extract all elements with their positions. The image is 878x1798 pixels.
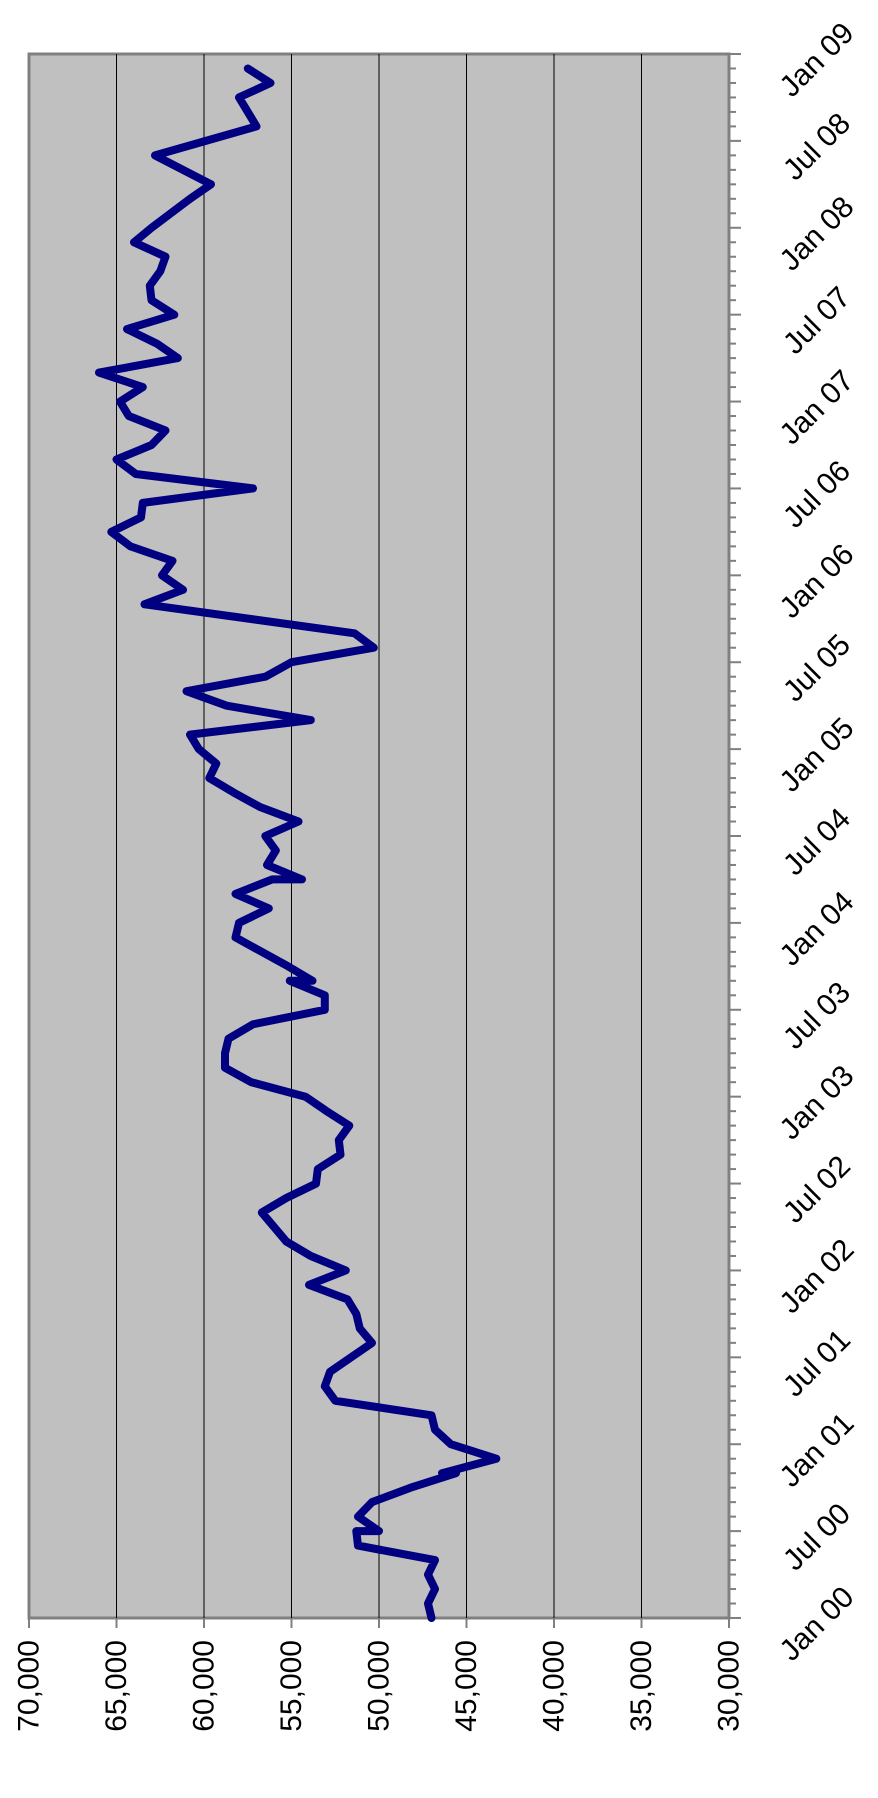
- series-line: [95, 64, 501, 1622]
- time-tick-label: Jan 06: [773, 538, 860, 625]
- value-tick-label: 65,000: [100, 1640, 133, 1732]
- time-tick-label: Jan 00: [773, 1580, 860, 1667]
- time-tick-label: Jul 00: [777, 1497, 857, 1577]
- time-tick-label: Jan 02: [773, 1233, 860, 1320]
- value-tick-label: 40,000: [538, 1640, 571, 1732]
- time-tick-label: Jan 03: [773, 1059, 860, 1146]
- value-tick-label: 70,000: [13, 1640, 46, 1732]
- time-tick-label: Jul 04: [777, 802, 857, 882]
- time-tick-label: Jan 09: [773, 16, 860, 103]
- series-line-layer: [95, 64, 501, 1622]
- time-tick-label: Jan 01: [773, 1407, 860, 1494]
- time-tick-label: Jan 04: [773, 885, 860, 972]
- time-tick-label: Jul 05: [777, 628, 857, 708]
- time-tick-label: Jul 01: [777, 1323, 857, 1403]
- value-tick-label: 55,000: [275, 1640, 308, 1732]
- time-tick-label: Jul 07: [777, 281, 857, 361]
- time-tick-label: Jan 08: [773, 190, 860, 277]
- time-tick-label: Jan 07: [773, 364, 860, 451]
- value-tick-label: 60,000: [188, 1640, 221, 1732]
- time-tick-label: Jul 08: [777, 107, 857, 187]
- gridlines: [116, 54, 642, 1618]
- value-tick-label: 35,000: [625, 1640, 658, 1732]
- time-tick-label: Jan 05: [773, 712, 860, 799]
- axes: [28, 53, 741, 1628]
- time-tick-label: Jul 02: [777, 1150, 857, 1230]
- time-tick-label: Jul 06: [777, 454, 857, 534]
- value-tick-label: 50,000: [363, 1640, 396, 1732]
- time-tick-label: Jul 03: [777, 976, 857, 1056]
- value-tick-label: 45,000: [450, 1640, 483, 1732]
- value-tick-label: 30,000: [713, 1640, 746, 1732]
